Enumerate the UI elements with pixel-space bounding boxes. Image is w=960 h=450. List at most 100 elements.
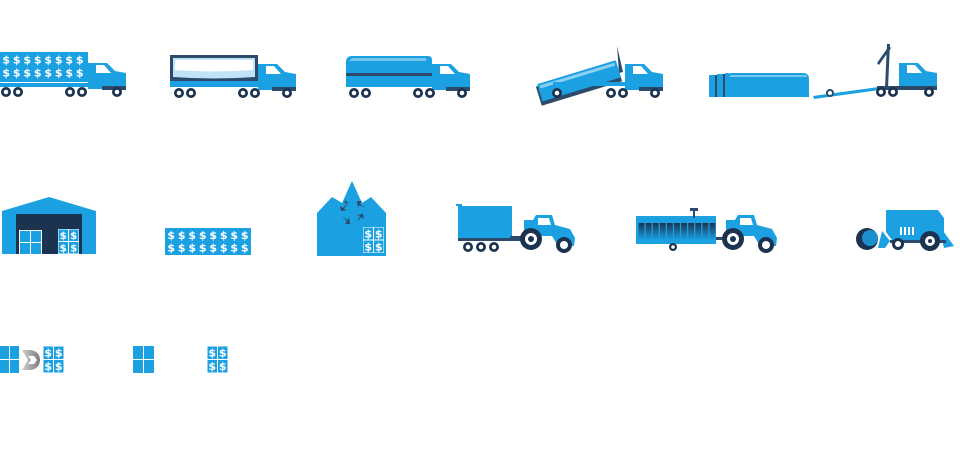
dollar-symbol: $ (23, 66, 31, 79)
dollar-symbol: $ (76, 53, 84, 66)
bale-block (177, 229, 187, 241)
bale-block (54, 66, 64, 79)
bale-block (58, 242, 68, 254)
dollar-symbol: $ (364, 240, 372, 253)
bale-block (218, 360, 228, 373)
wheel-hub (926, 89, 932, 95)
wagon-slat (652, 223, 659, 240)
dollar-symbol: $ (55, 360, 63, 373)
bale-block (64, 53, 74, 66)
wheel-hub (252, 90, 258, 96)
bale-block (219, 242, 229, 254)
bale-block (1, 53, 11, 66)
dollar-symbol: $ (55, 347, 63, 360)
dollar-symbol: $ (208, 360, 216, 373)
bale-block (198, 242, 208, 254)
wheel-hub (671, 245, 675, 249)
bale-conversion-icon: $ $ $ $ (0, 346, 66, 374)
bale-block (43, 360, 53, 373)
dollar-symbol: $ (209, 229, 217, 242)
wagon-slat (709, 223, 716, 240)
bale-block (363, 227, 373, 240)
dollar-symbol: $ (208, 347, 216, 360)
wheel-hub (465, 244, 471, 250)
wheel-hub (554, 90, 560, 96)
wheel-hub (415, 90, 421, 96)
dollar-symbol: $ (44, 66, 52, 79)
wheel-hub (15, 89, 21, 95)
wagon-slat (688, 223, 695, 240)
bale-block (229, 242, 239, 254)
dollar-symbol: $ (209, 242, 217, 255)
dollar-symbol: $ (241, 229, 249, 242)
dollar-symbol: $ (375, 227, 383, 240)
wagon-slat (638, 223, 645, 240)
wheel-hub (114, 89, 120, 95)
dollar-symbol: $ (76, 66, 84, 79)
wheel-hub (240, 90, 246, 96)
wheel-hub (79, 89, 85, 95)
dollar-symbol: $ (241, 242, 249, 255)
bale-block (374, 240, 384, 253)
tractor-with-trailer-icon (456, 204, 578, 256)
wheel-hub (188, 90, 194, 96)
wheel-hub (3, 89, 9, 95)
dollar-symbol: $ (60, 231, 67, 242)
wheel-hub (459, 90, 465, 96)
dollar-symbol: $ (364, 227, 372, 240)
wheel-hub (652, 90, 658, 96)
bale-block (177, 242, 187, 254)
dollar-symbol: $ (219, 360, 227, 373)
wheel-hub (620, 90, 626, 96)
bale-block (187, 229, 197, 241)
bale-block (75, 66, 85, 79)
dollar-symbol: $ (55, 53, 63, 66)
bale-block (240, 229, 250, 241)
bale-block (69, 242, 79, 254)
wheel-hub (491, 244, 497, 250)
dollar-symbol: $ (70, 243, 77, 254)
bale-block (54, 53, 64, 66)
dollar-symbol: $ (60, 243, 67, 254)
wagon-slat (702, 223, 709, 240)
dollar-symbol: $ (220, 242, 228, 255)
covered-box-truck-icon (170, 55, 300, 100)
priced-bale-icon: $ $ $ $ (207, 346, 228, 374)
truck-with-lift-ramp-and-bale-rows-icon (709, 44, 944, 100)
bale-block (166, 229, 176, 241)
tractor-with-bale-wagon-icon (636, 204, 782, 256)
flatbed-truck-with-bale-stacks-icon: $ $ $ $ $ $ $ $ $ $ $ $ $ $ $ $ (0, 52, 130, 100)
dollar-symbol: $ (230, 242, 238, 255)
dollar-symbol: $ (2, 53, 10, 66)
wheel-hub (608, 90, 614, 96)
wheel-hub (176, 90, 182, 96)
warehouse-icon: $ $ $ $ (2, 197, 96, 255)
dollar-symbol: $ (44, 53, 52, 66)
wagon-slat (659, 223, 666, 240)
bale-stack-icon: $ $ $ $ $ $ $ $ $ $ $ $ $ $ $ $ (165, 228, 251, 255)
bale-block (43, 66, 53, 79)
dollar-symbol: $ (70, 231, 77, 242)
bale-block (58, 229, 68, 241)
bale-block (1, 66, 11, 79)
bale-block (33, 66, 43, 79)
dollar-symbol: $ (167, 229, 175, 242)
bale-block (54, 346, 64, 359)
dollar-symbol: $ (375, 240, 383, 253)
wheel-hub (878, 89, 884, 95)
wagon-slat (674, 223, 680, 240)
dollar-symbol: $ (230, 229, 238, 242)
dollar-symbol: $ (188, 229, 196, 242)
bale-block (374, 227, 384, 240)
round-baler-icon (856, 210, 956, 252)
bale-block (198, 229, 208, 241)
dollar-symbol: $ (199, 242, 207, 255)
bale-block (69, 229, 79, 241)
wheel-hub (363, 90, 369, 96)
bale-block (64, 66, 74, 79)
wagon-slat (645, 223, 652, 240)
bale-block (22, 53, 32, 66)
bale-block (363, 240, 373, 253)
bale-block (33, 53, 43, 66)
dollar-symbol: $ (34, 53, 42, 66)
